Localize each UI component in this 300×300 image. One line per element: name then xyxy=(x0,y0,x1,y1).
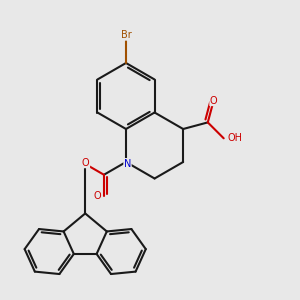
Text: N: N xyxy=(124,158,131,169)
Text: O: O xyxy=(210,96,218,106)
Text: Br: Br xyxy=(121,30,131,40)
Text: OH: OH xyxy=(227,133,242,143)
Text: O: O xyxy=(94,191,101,201)
Text: O: O xyxy=(82,158,90,168)
